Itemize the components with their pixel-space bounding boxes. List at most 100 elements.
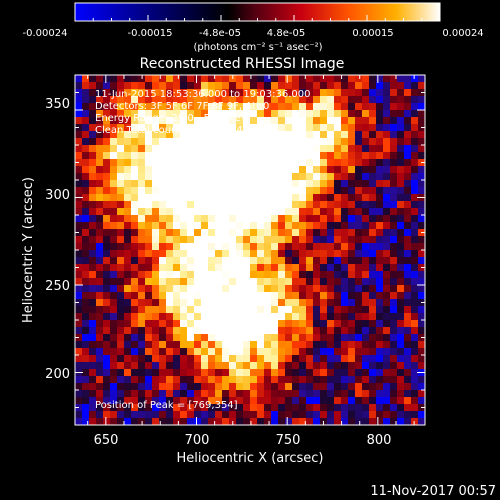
image-pixel xyxy=(383,411,391,419)
image-pixel xyxy=(292,355,300,363)
image-pixel xyxy=(250,117,258,125)
image-pixel xyxy=(159,369,167,377)
image-pixel xyxy=(124,82,132,90)
image-pixel xyxy=(369,145,377,153)
image-pixel xyxy=(75,397,83,405)
image-pixel xyxy=(369,110,377,118)
image-pixel xyxy=(243,96,251,104)
image-pixel xyxy=(299,131,307,139)
image-pixel xyxy=(327,194,335,202)
image-pixel xyxy=(362,320,370,328)
image-pixel xyxy=(236,341,244,349)
image-pixel xyxy=(75,208,83,216)
image-pixel xyxy=(89,187,97,195)
image-pixel xyxy=(341,194,349,202)
image-pixel xyxy=(103,299,111,307)
image-pixel xyxy=(285,229,293,237)
image-pixel xyxy=(159,397,167,405)
image-pixel xyxy=(327,110,335,118)
image-pixel xyxy=(180,320,188,328)
image-pixel xyxy=(222,194,230,202)
image-pixel xyxy=(243,152,251,160)
image-pixel xyxy=(362,229,370,237)
image-pixel xyxy=(320,103,328,111)
image-pixel xyxy=(285,208,293,216)
image-pixel xyxy=(404,103,412,111)
image-pixel xyxy=(194,257,202,265)
image-pixel xyxy=(292,250,300,258)
image-pixel xyxy=(124,131,132,139)
image-pixel xyxy=(292,222,300,230)
image-pixel xyxy=(138,166,146,174)
image-pixel xyxy=(334,180,342,188)
image-pixel xyxy=(397,145,405,153)
image-pixel xyxy=(369,404,377,412)
image-pixel xyxy=(82,327,90,335)
image-pixel xyxy=(348,257,356,265)
image-pixel xyxy=(418,201,425,209)
image-pixel xyxy=(397,180,405,188)
image-pixel xyxy=(96,145,104,153)
image-pixel xyxy=(250,334,258,342)
image-pixel xyxy=(138,278,146,286)
image-pixel xyxy=(348,390,356,398)
image-pixel xyxy=(152,236,160,244)
image-pixel xyxy=(362,285,370,293)
image-pixel xyxy=(404,285,412,293)
image-pixel xyxy=(341,152,349,160)
image-pixel xyxy=(278,341,286,349)
image-pixel xyxy=(152,264,160,272)
image-pixel xyxy=(285,201,293,209)
image-pixel xyxy=(194,215,202,223)
image-pixel xyxy=(131,306,139,314)
image-pixel xyxy=(152,278,160,286)
image-pixel xyxy=(229,411,237,419)
image-pixel xyxy=(278,418,286,425)
image-pixel xyxy=(271,75,279,83)
image-pixel xyxy=(383,313,391,321)
image-pixel xyxy=(313,320,321,328)
image-pixel xyxy=(292,334,300,342)
image-pixel xyxy=(348,89,356,97)
image-pixel xyxy=(75,257,83,265)
image-pixel xyxy=(278,138,286,146)
image-pixel xyxy=(152,334,160,342)
image-pixel xyxy=(376,96,384,104)
image-pixel xyxy=(278,173,286,181)
image-pixel xyxy=(299,320,307,328)
image-pixel xyxy=(313,390,321,398)
image-pixel xyxy=(82,145,90,153)
image-pixel xyxy=(306,264,314,272)
image-pixel xyxy=(229,257,237,265)
image-pixel xyxy=(82,250,90,258)
image-pixel xyxy=(166,124,174,132)
image-pixel xyxy=(110,320,118,328)
image-pixel xyxy=(355,173,363,181)
image-pixel xyxy=(194,194,202,202)
image-pixel xyxy=(222,257,230,265)
image-pixel xyxy=(257,376,265,384)
image-pixel xyxy=(159,264,167,272)
image-pixel xyxy=(313,145,321,153)
image-pixel xyxy=(89,243,97,251)
image-pixel xyxy=(194,243,202,251)
image-pixel xyxy=(82,271,90,279)
image-pixel xyxy=(82,166,90,174)
image-pixel xyxy=(250,397,258,405)
image-pixel xyxy=(145,390,153,398)
image-pixel xyxy=(313,418,321,425)
image-pixel xyxy=(369,264,377,272)
image-pixel xyxy=(362,208,370,216)
image-pixel xyxy=(292,376,300,384)
image-pixel xyxy=(159,348,167,356)
image-pixel xyxy=(82,264,90,272)
image-pixel xyxy=(110,411,118,419)
image-pixel xyxy=(229,222,237,230)
image-pixel xyxy=(229,250,237,258)
image-pixel xyxy=(306,152,314,160)
image-pixel xyxy=(201,124,209,132)
image-pixel xyxy=(334,215,342,223)
image-pixel xyxy=(236,404,244,412)
image-pixel xyxy=(243,348,251,356)
image-pixel xyxy=(152,75,160,83)
